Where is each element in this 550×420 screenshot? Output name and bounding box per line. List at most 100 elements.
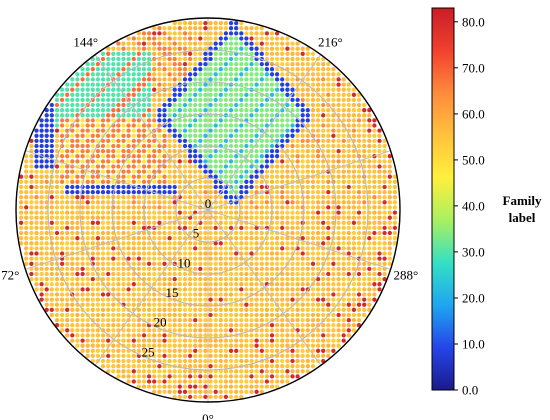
data-point bbox=[85, 118, 90, 123]
data-point bbox=[54, 241, 60, 246]
data-point bbox=[228, 179, 234, 184]
data-point bbox=[223, 297, 229, 302]
data-point bbox=[131, 169, 136, 174]
data-point bbox=[249, 230, 254, 236]
data-point bbox=[116, 317, 121, 323]
data-point bbox=[121, 328, 126, 333]
data-point bbox=[259, 138, 264, 144]
data-point bbox=[321, 159, 326, 164]
data-point bbox=[249, 169, 254, 174]
data-point bbox=[49, 292, 54, 297]
data-point bbox=[157, 374, 162, 379]
data-point bbox=[172, 353, 177, 359]
data-point bbox=[377, 220, 382, 225]
data-point bbox=[249, 108, 254, 113]
data-point bbox=[351, 118, 357, 123]
data-point bbox=[111, 138, 116, 144]
data-point bbox=[228, 77, 234, 82]
data-point bbox=[65, 148, 70, 154]
data-point bbox=[136, 241, 142, 246]
data-point bbox=[182, 394, 188, 400]
data-point bbox=[162, 236, 167, 241]
data-point bbox=[346, 200, 351, 205]
data-point bbox=[39, 230, 44, 236]
data-point bbox=[336, 200, 341, 205]
data-point bbox=[157, 51, 162, 56]
data-point bbox=[100, 159, 106, 164]
data-point bbox=[228, 92, 234, 97]
data-point bbox=[295, 51, 300, 56]
data-point bbox=[331, 87, 336, 92]
data-point bbox=[382, 236, 387, 241]
data-point bbox=[254, 179, 259, 184]
data-point bbox=[367, 225, 372, 231]
data-point bbox=[203, 379, 208, 384]
data-point bbox=[280, 174, 285, 179]
data-point bbox=[177, 282, 182, 287]
data-point bbox=[336, 282, 341, 287]
data-point bbox=[367, 118, 372, 123]
data-point bbox=[24, 159, 29, 164]
data-point bbox=[203, 92, 208, 97]
data-point bbox=[146, 276, 152, 282]
data-point bbox=[295, 92, 300, 97]
data-point bbox=[70, 200, 75, 205]
data-point bbox=[203, 287, 208, 292]
data-point bbox=[85, 113, 90, 118]
data-point bbox=[326, 230, 331, 236]
data-point bbox=[264, 338, 270, 343]
data-point bbox=[59, 220, 65, 225]
data-point bbox=[208, 154, 213, 159]
data-point bbox=[136, 87, 142, 92]
data-point bbox=[131, 353, 136, 359]
data-point bbox=[203, 102, 208, 108]
data-point bbox=[193, 97, 198, 103]
data-point bbox=[59, 148, 65, 154]
data-point bbox=[116, 256, 121, 261]
data-point bbox=[315, 154, 321, 159]
data-point bbox=[285, 102, 290, 108]
data-point bbox=[85, 189, 90, 195]
data-point bbox=[295, 369, 300, 374]
data-point bbox=[152, 195, 157, 200]
data-point bbox=[182, 72, 188, 77]
data-point bbox=[85, 82, 90, 87]
data-point bbox=[285, 61, 290, 67]
data-point bbox=[228, 261, 234, 266]
data-point bbox=[141, 236, 147, 241]
data-point bbox=[162, 210, 167, 215]
data-point bbox=[59, 164, 65, 169]
data-point bbox=[249, 282, 254, 287]
data-point bbox=[193, 333, 198, 338]
data-point bbox=[100, 307, 106, 312]
data-point bbox=[295, 56, 300, 62]
data-point bbox=[136, 384, 142, 389]
data-point bbox=[305, 97, 310, 103]
data-point bbox=[85, 276, 90, 282]
data-point bbox=[157, 343, 162, 348]
data-point bbox=[331, 266, 336, 272]
data-point bbox=[146, 108, 152, 113]
data-point bbox=[126, 297, 131, 302]
data-point bbox=[249, 353, 254, 359]
data-point bbox=[290, 317, 295, 323]
data-point bbox=[223, 287, 229, 292]
data-point bbox=[341, 169, 346, 174]
data-point bbox=[305, 246, 310, 251]
data-point bbox=[264, 261, 270, 266]
data-point bbox=[198, 307, 203, 312]
data-point bbox=[85, 215, 90, 220]
data-point bbox=[182, 20, 188, 26]
data-point bbox=[24, 215, 29, 220]
data-point bbox=[187, 128, 193, 133]
data-point bbox=[239, 369, 244, 374]
data-point bbox=[300, 323, 305, 328]
data-point bbox=[336, 205, 341, 210]
data-point bbox=[80, 328, 85, 333]
data-point bbox=[198, 102, 203, 108]
data-point bbox=[249, 138, 254, 144]
data-point bbox=[259, 369, 264, 374]
data-point bbox=[44, 236, 49, 241]
data-point bbox=[305, 317, 310, 323]
data-point bbox=[126, 271, 131, 277]
